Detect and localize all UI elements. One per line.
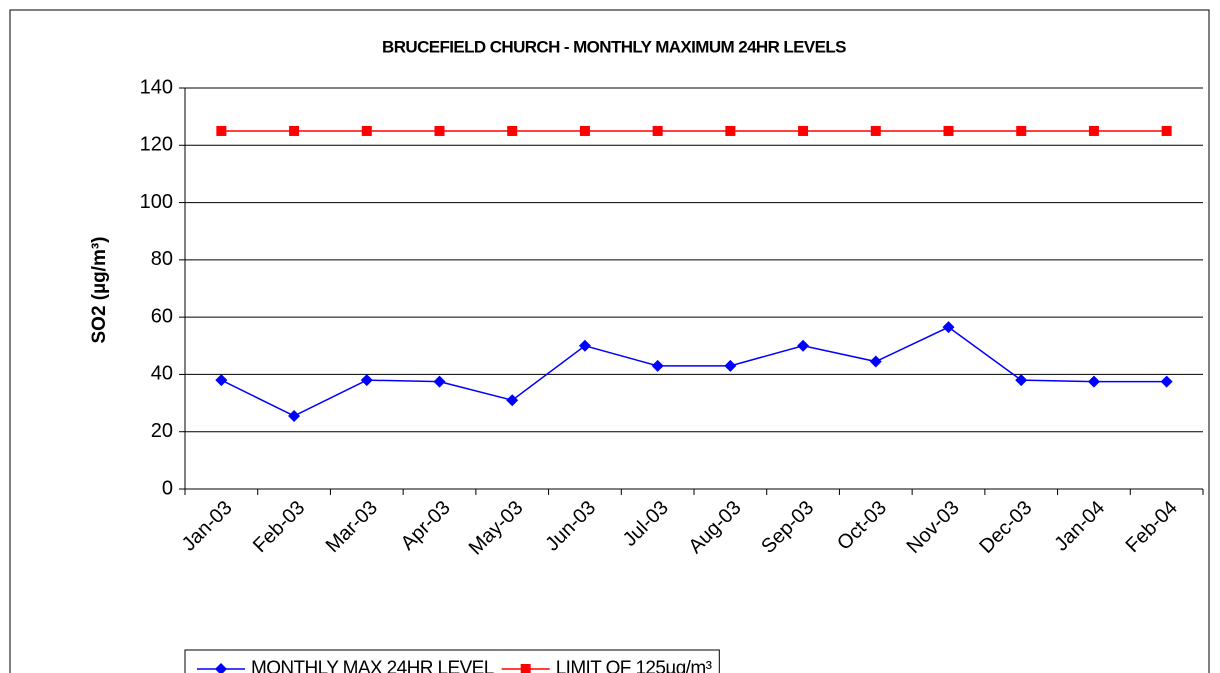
legend-label: LIMIT OF 125µg/m³ — [556, 658, 712, 673]
data-point — [869, 355, 882, 368]
data-point — [433, 375, 446, 388]
legend-box — [184, 649, 720, 673]
data-point — [797, 339, 810, 352]
data-point — [1016, 125, 1027, 136]
y-tick-label: 40 — [151, 363, 173, 385]
data-point — [724, 359, 737, 372]
data-point — [942, 321, 955, 334]
legend-marker — [215, 663, 227, 673]
y-tick-label: 140 — [140, 76, 173, 98]
data-point — [652, 125, 663, 136]
data-point — [651, 359, 664, 372]
data-point — [360, 374, 373, 387]
data-point — [1161, 125, 1172, 136]
data-point — [216, 125, 227, 136]
data-point — [361, 125, 372, 136]
y-tick-label: 80 — [151, 248, 173, 270]
data-point — [1160, 375, 1173, 388]
legend-label: MONTHLY MAX 24HR LEVEL — [251, 658, 494, 673]
y-tick-label: 120 — [140, 134, 173, 156]
data-point — [1087, 375, 1100, 388]
y-tick-label: 60 — [151, 305, 173, 327]
data-point — [943, 125, 954, 136]
data-point — [870, 125, 881, 136]
data-point — [579, 125, 590, 136]
y-axis-label: SO2 (µg/m³) — [89, 236, 110, 343]
y-tick-label: 0 — [162, 477, 173, 499]
chart-border — [9, 9, 1210, 673]
data-point — [1088, 125, 1099, 136]
data-point — [289, 125, 300, 136]
data-point — [1015, 374, 1028, 387]
data-point — [288, 409, 301, 422]
y-tick-label: 100 — [140, 191, 173, 213]
legend: MONTHLY MAX 24HR LEVEL LIMIT OF 125µg/m³ — [184, 649, 720, 673]
legend-marker — [520, 664, 531, 673]
data-point — [578, 339, 591, 352]
data-point — [798, 125, 809, 136]
data-point — [506, 394, 519, 407]
series-line — [221, 326, 1167, 417]
chart-title: BRUCEFIELD CHURCH - MONTHLY MAXIMUM 24HR… — [382, 37, 846, 56]
data-point — [215, 374, 228, 387]
data-point — [725, 125, 736, 136]
y-tick-label: 20 — [151, 420, 173, 442]
data-point — [434, 125, 445, 136]
data-point — [507, 125, 518, 136]
